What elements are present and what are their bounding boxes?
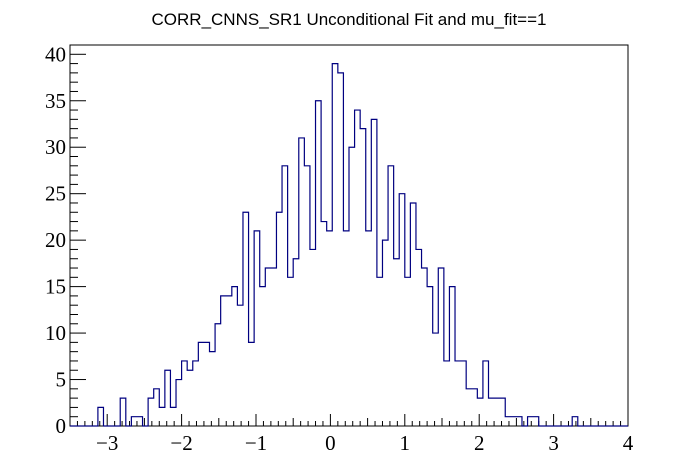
x-tick-label: 3 [548,431,559,455]
y-tick-label: 0 [56,414,67,438]
y-tick-label: 35 [45,89,66,113]
x-tick-label: 1 [400,431,411,455]
x-tick-label: 4 [623,431,634,455]
x-tick-label: −3 [96,431,118,455]
x-tick-labels: −3 −2 −1 0 1 2 3 4 [96,431,634,455]
y-tick-label: 25 [45,182,66,206]
y-tick-label: 15 [45,275,66,299]
x-tick-label: −1 [245,431,267,455]
y-tick-labels: 0 5 10 15 20 25 30 35 40 [45,42,66,438]
chart-title: CORR_CNNS_SR1 Unconditional Fit and mu_f… [152,10,547,29]
y-tick-label: 5 [56,368,67,392]
y-tick-label: 30 [45,135,66,159]
x-tick-label: 2 [474,431,485,455]
x-tick-label: 0 [325,431,336,455]
histogram-line [70,62,628,427]
plot-frame [69,44,629,427]
y-tick-label: 20 [45,228,66,252]
x-tick-label: −2 [170,431,192,455]
y-tick-label: 40 [45,42,66,66]
y-tick-label: 10 [45,321,66,345]
axes [69,44,629,427]
